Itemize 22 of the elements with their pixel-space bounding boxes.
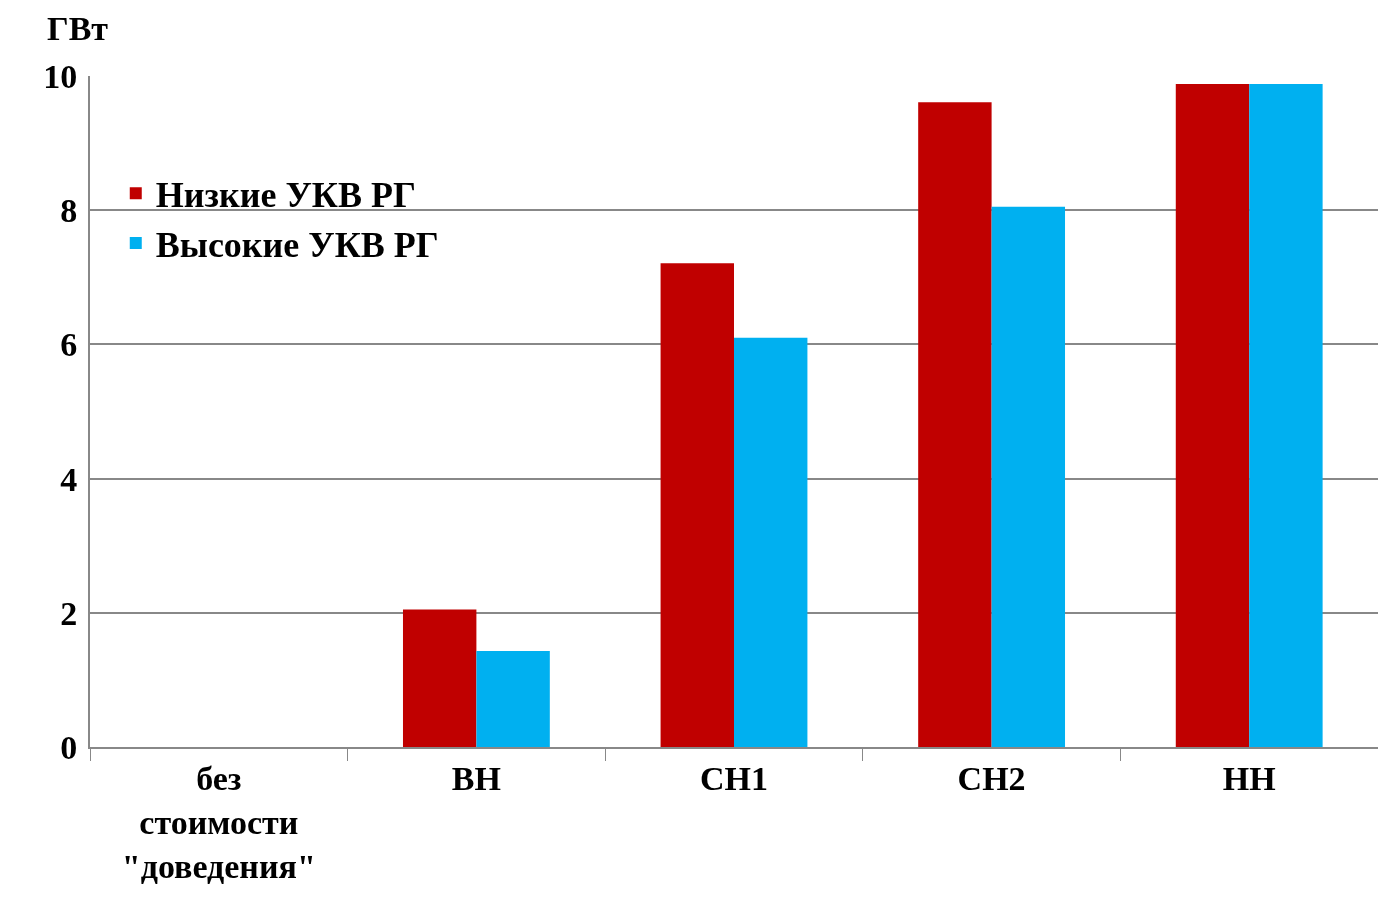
bar — [1175, 84, 1250, 747]
y-axis-title: ГВт — [47, 10, 109, 47]
bar — [991, 206, 1066, 747]
x-tick-label: СН2 — [957, 759, 1026, 797]
legend-label: Высокие УКВ РГ — [155, 224, 439, 265]
y-tick-label: 4 — [60, 460, 78, 498]
y-tick-label: 6 — [60, 326, 78, 364]
y-tick-label: 8 — [60, 192, 78, 230]
bar — [476, 651, 550, 747]
legend-label: Низкие УКВ РГ — [155, 175, 416, 216]
x-tick-label: без стоимости "доведения" — [121, 759, 316, 886]
bar — [734, 337, 808, 747]
x-tick-label: НН — [1222, 759, 1276, 797]
y-tick-label: 10 — [43, 57, 78, 95]
bar — [660, 263, 734, 747]
x-tick-label: СН1 — [700, 759, 768, 797]
y-tick-label: 2 — [60, 594, 78, 632]
x-tick-label: ВН — [451, 759, 501, 797]
bar — [402, 609, 477, 747]
y-tick-label: 0 — [60, 728, 78, 766]
bar — [918, 102, 992, 747]
bar — [1249, 84, 1323, 747]
